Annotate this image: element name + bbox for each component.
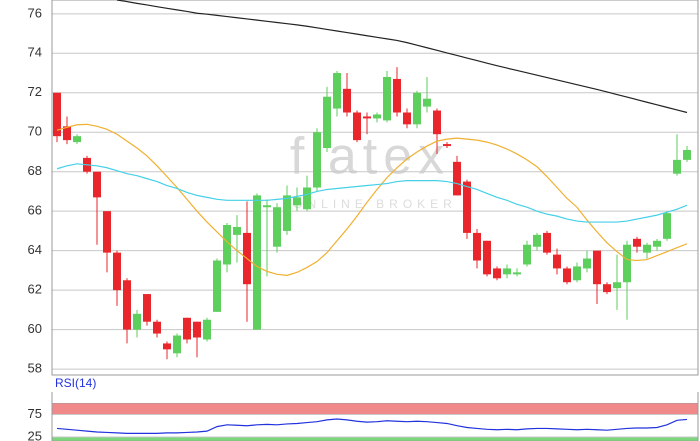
candle-body <box>53 92 61 137</box>
candle-body <box>573 266 581 281</box>
rsi-title: RSI(14) <box>55 376 96 390</box>
candle-body <box>633 238 641 247</box>
y-tick-label: 70 <box>28 124 42 139</box>
y-tick-label: 75 <box>28 406 42 421</box>
candle-body <box>533 234 541 247</box>
candle-body <box>93 171 101 198</box>
candle-body <box>553 254 561 269</box>
candle-body <box>523 244 531 265</box>
y-tick-label: 76 <box>28 5 42 20</box>
candle-body <box>483 240 491 275</box>
candle-body <box>153 321 161 334</box>
candle-body <box>443 144 451 147</box>
candle-body <box>623 244 631 283</box>
candle-body <box>103 211 111 253</box>
candle-body <box>603 284 611 293</box>
y-tick-label: 60 <box>28 321 42 336</box>
candle-body <box>63 126 71 141</box>
watermark-sub: ONLINE BROKER <box>293 197 457 211</box>
line <box>56 163 688 223</box>
candle-body <box>323 96 331 149</box>
candle-body <box>313 132 321 188</box>
candle-body <box>343 88 351 113</box>
candle-body <box>373 114 381 119</box>
candle-body <box>673 159 681 174</box>
band <box>51 436 699 441</box>
plot-frame <box>51 0 699 376</box>
candle-body <box>643 244 651 253</box>
candle-body <box>263 205 271 208</box>
candle-body <box>143 294 151 322</box>
candle-body <box>213 260 221 312</box>
candle-body <box>453 161 461 196</box>
candle-body <box>433 110 441 135</box>
candle-body <box>503 268 511 275</box>
candle-body <box>593 250 601 285</box>
candle-body <box>233 226 241 235</box>
line <box>56 418 688 434</box>
y-tick-label: 25 <box>28 428 42 441</box>
candle-body <box>403 112 411 125</box>
candle-body <box>73 136 81 143</box>
y-tick-label: 64 <box>28 242 42 257</box>
candle-body <box>393 78 401 113</box>
candle-body <box>683 150 691 160</box>
y-tick-label: 72 <box>28 84 42 99</box>
candle-body <box>223 225 231 265</box>
candle-body <box>413 92 421 125</box>
candle-body <box>273 207 281 247</box>
candle-body <box>133 313 141 330</box>
candle-body <box>163 343 171 350</box>
candle-body <box>513 272 521 275</box>
candle-body <box>383 76 391 121</box>
candle-body <box>363 116 371 119</box>
candle-body <box>113 252 121 291</box>
line <box>56 123 688 276</box>
candle-body <box>463 181 471 233</box>
candle-body <box>493 268 501 279</box>
band <box>51 402 699 415</box>
line <box>116 0 688 114</box>
candle-body <box>253 195 261 330</box>
candle-body <box>123 280 131 330</box>
candle-body <box>203 319 211 340</box>
candle-body <box>193 321 201 338</box>
candle-body <box>613 282 621 289</box>
candle-body <box>583 258 591 269</box>
candle-body <box>563 268 571 283</box>
y-tick-label: 74 <box>28 45 42 60</box>
candle-body <box>353 112 361 141</box>
candle-body <box>653 240 661 247</box>
y-tick-label: 62 <box>28 282 42 297</box>
candle-body <box>423 98 431 107</box>
candle-body <box>173 335 181 354</box>
candle-body <box>543 232 551 253</box>
candle-body <box>283 195 291 231</box>
candle-body <box>303 187 311 210</box>
y-tick-label: 58 <box>28 361 42 376</box>
candle-body <box>663 213 671 239</box>
candle-body <box>333 73 341 109</box>
candle-body <box>473 232 481 261</box>
candle-body <box>293 197 301 206</box>
y-tick-label: 68 <box>28 163 42 178</box>
y-tick-label: 66 <box>28 203 42 218</box>
candle-body <box>183 317 191 340</box>
